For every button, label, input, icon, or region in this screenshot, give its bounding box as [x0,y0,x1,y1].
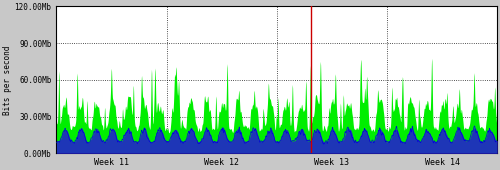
Y-axis label: Bits per second: Bits per second [3,45,12,115]
